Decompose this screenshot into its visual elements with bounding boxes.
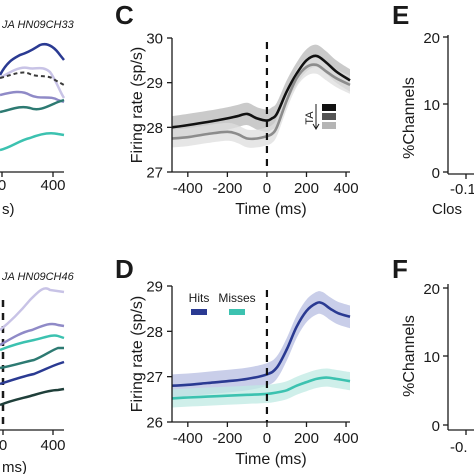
- panel-c-series-0-line: [171, 54, 351, 129]
- panel-d-ytick-label: 26: [146, 415, 163, 432]
- panel-c-legend-swatch: [322, 122, 336, 129]
- panel-d-letter: D: [115, 254, 134, 284]
- panel-b-trace-2: [0, 322, 65, 347]
- panel-c-xtick-label: -400: [173, 180, 203, 197]
- panel-d-legend-swatch-1: [229, 309, 245, 315]
- panel-d-xtick-label: 0: [263, 430, 271, 447]
- panel-e-letter: E: [392, 0, 409, 30]
- panel-b-xlabel: ms): [2, 459, 27, 474]
- panel-c-series-1-line: [171, 63, 351, 141]
- panel-c-ytick-label: 30: [146, 31, 163, 48]
- panel-c-legend-swatch: [322, 104, 336, 111]
- panel-a-traces: [0, 43, 66, 152]
- panel-d-series-0-band: [172, 291, 350, 398]
- panel-d-legend-label-0: Hits: [189, 291, 210, 305]
- panel-a-trace-6: [0, 131, 65, 152]
- panel-e-ylabel: %Channels: [401, 77, 418, 159]
- panel-e-partial: E %Channels 20 10 0 -0.1 Clos: [392, 0, 474, 218]
- panel-d-xtick-label: 200: [294, 430, 319, 447]
- panel-d: D 26 27 28 29 -400 -200 0 200 400 Time (ms) Firing…: [115, 254, 359, 468]
- panel-c-legend-swatch: [322, 113, 336, 120]
- panel-b-trace-1: [0, 287, 65, 331]
- panel-b-xtick-0: 0: [0, 437, 7, 454]
- panel-e-ytick-20: 20: [423, 30, 440, 47]
- panel-c-xlabel: Time (ms): [235, 201, 306, 218]
- panel-d-ytick-label: 29: [146, 279, 163, 296]
- panel-b-xtick-1: 400: [40, 437, 65, 454]
- panel-d-series-1-line: [171, 376, 351, 400]
- panel-b-trace-5: [0, 360, 65, 386]
- panel-c-letter: C: [115, 0, 134, 30]
- panel-d-ytick-label: 28: [146, 324, 163, 341]
- panel-a-trace-2: [0, 66, 66, 99]
- panel-c: C 27 28 29 30 -400 -200 0 200 400 Time (ms) Firing…: [115, 0, 359, 218]
- panel-a-trace-4: [0, 90, 65, 104]
- panel-c-xtick-label: 0: [263, 180, 271, 197]
- panel-d-xtick-label: -200: [212, 430, 242, 447]
- panel-f-ytick-20: 20: [423, 281, 440, 298]
- panel-c-plot: 27 28 29 30 -400 -200 0 200 400 Time (ms) Firing r…: [129, 31, 359, 219]
- panel-e-xtick: -0.1: [450, 181, 474, 198]
- panel-f-letter: F: [392, 254, 408, 284]
- panel-a-title: JA HN09CH33: [1, 19, 75, 31]
- panel-e-xlabel: Clos: [432, 201, 462, 218]
- panel-d-ylabel: Firing rate (sp/s): [129, 296, 146, 412]
- panel-d-legend-swatch-0: [191, 309, 207, 315]
- panel-c-ytick-label: 28: [146, 120, 163, 137]
- panel-a-xlabel: s): [2, 201, 15, 218]
- panel-f-partial: F %Channels 20 10 0 -0.: [392, 254, 474, 456]
- panel-f-ytick-0: 0: [432, 418, 440, 435]
- panel-b-title: JA HN09CH46: [1, 271, 75, 283]
- panel-d-legend-label-1: Misses: [218, 291, 255, 305]
- panel-a-trace-3: [0, 71, 65, 86]
- panel-d-series-1-band: [172, 368, 350, 408]
- panel-c-xtick-label: -200: [212, 180, 242, 197]
- panel-d-series-0-line: [171, 301, 351, 387]
- panel-a-partial: JA HN09CH33 0 400 s): [0, 19, 75, 218]
- panel-a-trace-1: [0, 43, 65, 76]
- panel-f-xtick: -0.: [450, 439, 468, 456]
- panel-f-ytick-10: 10: [423, 349, 440, 366]
- panel-c-legend-label: TA: [304, 111, 316, 125]
- panel-b-partial: JA HN09CH46 0 400 ms): [0, 271, 75, 474]
- panel-f-ylabel: %Channels: [401, 315, 418, 397]
- panel-c-legend-arrowhead: [312, 123, 320, 130]
- panel-b-trace-6: [0, 387, 65, 407]
- panel-a-xtick-1: 400: [40, 177, 65, 194]
- panel-d-xtick-label: -400: [173, 430, 203, 447]
- panel-b-traces: [0, 287, 65, 407]
- panel-e-ytick-0: 0: [432, 165, 440, 182]
- panel-d-xlabel: Time (ms): [235, 451, 306, 468]
- panel-c-xtick-label: 400: [334, 180, 359, 197]
- panel-e-ytick-10: 10: [423, 97, 440, 114]
- panel-b-trace-3: [0, 334, 65, 352]
- panel-a-trace-5: [0, 98, 65, 114]
- panel-c-ylabel: Firing rate (sp/s): [129, 47, 146, 163]
- panel-c-series-1-band: [172, 55, 350, 148]
- panel-c-ytick-label: 29: [146, 75, 163, 92]
- panel-a-xtick-0: 0: [0, 177, 6, 194]
- panel-d-ytick-label: 27: [146, 369, 163, 386]
- panel-c-ytick-label: 27: [146, 165, 163, 182]
- panel-d-xtick-label: 400: [334, 430, 359, 447]
- panel-d-plot: 26 27 28 29 -400 -200 0 200 400 Time (ms) Firing r…: [129, 279, 359, 469]
- panel-b-trace-4: [0, 346, 64, 370]
- panel-c-xtick-label: 200: [294, 180, 319, 197]
